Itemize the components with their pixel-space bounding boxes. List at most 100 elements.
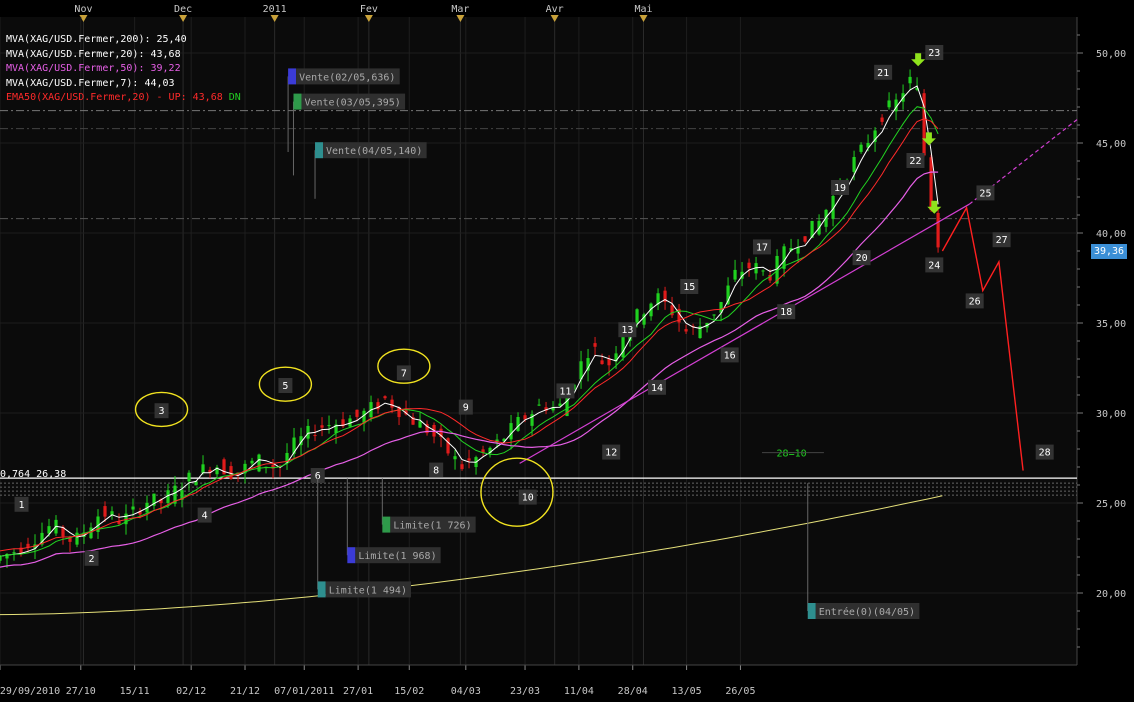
current-price-tag: 39,36 [1091, 244, 1127, 259]
wave-label-25: 25 [979, 188, 991, 199]
date-tick-label: 21/12 [230, 686, 260, 697]
candle-body [712, 314, 716, 316]
candle-body [768, 274, 772, 281]
indicator-legend: MVA(XAG/USD.Fermer,200): 25,40 MVA(XAG/U… [6, 33, 241, 106]
wave-label-10: 10 [522, 493, 534, 504]
candle-body [271, 464, 275, 469]
order-box [323, 142, 427, 159]
candle-body [558, 403, 562, 406]
date-tick-label: 04/03 [451, 686, 481, 697]
month-label: Fev [360, 4, 378, 15]
wave-label-box [310, 468, 325, 483]
signal-arrow [921, 132, 936, 146]
order-label: Vente(02/05,636) [299, 72, 395, 83]
legend-entry-ma200: MVA(XAG/USD.Fermer,200): 25,40 [6, 34, 187, 45]
wave-label-box [925, 45, 944, 60]
wave-label-28: 28 [1039, 448, 1051, 459]
wave-label-4: 4 [202, 511, 208, 522]
price-tick-label: 20,00 [1096, 589, 1126, 600]
wave-label-box [278, 378, 293, 393]
candle-body [866, 143, 870, 148]
candle-body [656, 293, 660, 305]
month-marker [270, 15, 279, 22]
candle-body [173, 485, 177, 504]
order-label: Limite(1 968) [358, 551, 436, 562]
candle-body [348, 418, 352, 427]
order-label: Entrée(0)(04/05) [819, 606, 915, 618]
order-label: Limite(1 494) [329, 585, 407, 596]
candle-body [103, 506, 107, 517]
candle-body [852, 156, 856, 172]
candle-body [425, 424, 429, 434]
candle-body [194, 481, 198, 486]
wave-label-box [396, 365, 411, 381]
candle-body [803, 236, 807, 242]
candle-body [635, 309, 639, 324]
candle-body [110, 511, 114, 516]
order-marker [315, 142, 324, 159]
candle-body [684, 329, 688, 332]
candle-body [880, 117, 884, 122]
wave-10-highlight [480, 457, 554, 527]
candle-body [565, 392, 569, 417]
candle-body [873, 130, 877, 142]
month-marker [550, 15, 559, 22]
wave-label-3: 3 [159, 406, 165, 417]
date-tick-label: 11/04 [564, 686, 594, 697]
wave-5-highlight [258, 366, 313, 402]
legend-entry-ema50: EMA50(XAG/USD.Fermer,20) - UP: 43,68 DN [6, 92, 241, 103]
wave-label-22: 22 [909, 156, 921, 167]
wave-label-box [831, 180, 850, 195]
price-tick-label: 45,00 [1096, 139, 1126, 150]
month-label: Mai [634, 4, 652, 15]
wave-label-box [84, 550, 99, 566]
date-tick-label: 02/12 [176, 686, 206, 697]
candle-body [908, 76, 912, 84]
date-tick-label: 15/11 [120, 686, 150, 697]
order-marker [293, 93, 302, 110]
price-tick-label: 50,00 [1096, 49, 1126, 60]
wave-label-18: 18 [780, 307, 792, 318]
candle-body [677, 308, 681, 323]
price-tick-label: 30,00 [1096, 409, 1126, 420]
candle-body [859, 144, 863, 152]
candle-body [26, 543, 30, 548]
wave-label-23: 23 [928, 48, 940, 59]
date-tick-label: 07/01/2011 [274, 686, 334, 697]
candle-body [47, 526, 51, 534]
candle-body [327, 425, 331, 427]
candle-body [642, 314, 646, 325]
wave-label-box [925, 257, 944, 273]
candle-body [222, 459, 226, 475]
candle-body [509, 423, 513, 440]
candle-body [131, 506, 135, 510]
candle-body [250, 460, 254, 464]
month-label: Mar [451, 4, 469, 15]
order-marker [317, 581, 326, 598]
order-label: Limite(1 726) [393, 521, 471, 532]
wave-label-box [874, 64, 893, 80]
candle-body [0, 556, 2, 561]
signal-arrow [927, 200, 942, 214]
candle-body [607, 358, 611, 366]
legend-entry-ma20: MVA(XAG/USD.Fermer,20): 43,68 [6, 48, 181, 60]
order-label: Vente(04/05,140) [326, 146, 422, 157]
candle-body [124, 513, 128, 525]
order-box [325, 581, 412, 598]
candle-body [516, 417, 520, 431]
date-tick-label: 13/05 [672, 686, 702, 697]
candle-body [446, 438, 450, 454]
candle-body [614, 353, 618, 362]
candle-body [726, 285, 730, 305]
cursor-readout: 0,764 26,38 [0, 469, 67, 480]
candle-body [579, 361, 583, 380]
month-label: Nov [74, 4, 92, 15]
candle-body [355, 409, 359, 417]
candle-body [719, 302, 723, 313]
wave-label-1: 1 [19, 500, 25, 511]
candle-body [537, 404, 541, 406]
candle-body [544, 407, 548, 411]
date-tick-label: 28/04 [618, 686, 648, 697]
candle-body [922, 93, 926, 156]
